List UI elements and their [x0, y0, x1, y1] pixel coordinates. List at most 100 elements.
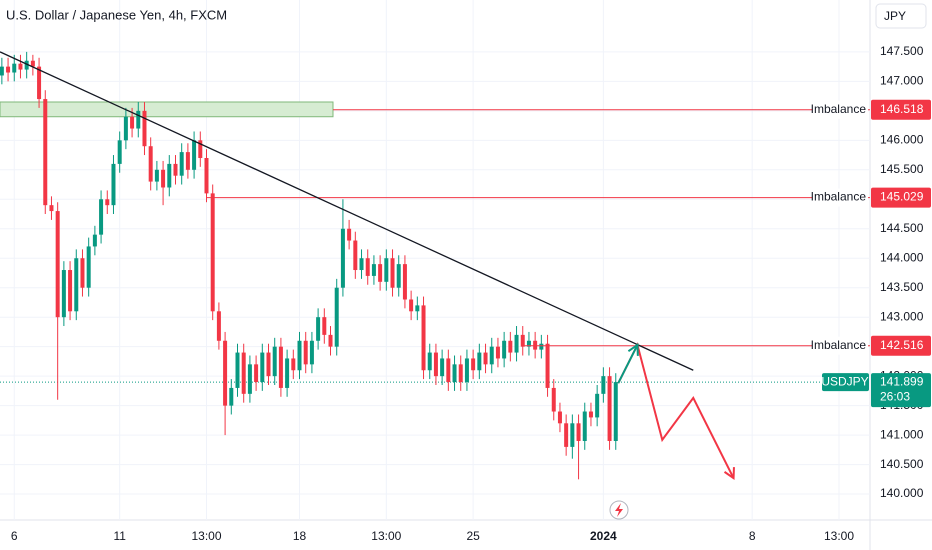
candle-body	[446, 358, 451, 383]
level-label: Imbalance	[811, 102, 867, 116]
candle-body	[489, 346, 494, 365]
level-label-bg	[812, 100, 868, 119]
candle-body	[68, 270, 73, 312]
level-label: Imbalance	[811, 190, 867, 204]
candle-body	[595, 393, 600, 418]
y-tick-label: 140.500	[880, 457, 924, 471]
candle-body	[216, 311, 221, 341]
candle-body	[49, 205, 54, 212]
candle-body	[105, 199, 110, 206]
level-price: 142.516	[880, 338, 924, 352]
candle-body	[409, 299, 414, 312]
candle-body	[185, 152, 190, 170]
x-tick-label: 18	[293, 529, 307, 543]
candle-body	[526, 340, 531, 347]
candle-body	[353, 240, 358, 271]
x-tick-label: 11	[113, 529, 126, 543]
candle-body	[421, 305, 426, 371]
y-tick-label: 145.500	[880, 162, 924, 176]
currency-label[interactable]: JPY	[884, 9, 906, 23]
candle-body	[24, 60, 29, 70]
candle-body	[278, 346, 283, 388]
candle-body	[316, 317, 321, 341]
candle-body	[396, 264, 401, 288]
candle-body	[235, 352, 240, 388]
candle-body	[440, 358, 445, 377]
level-label-bg	[812, 188, 868, 207]
candle-body	[378, 264, 383, 282]
y-tick-label: 143.000	[880, 309, 924, 323]
x-tick-label: 13:00	[371, 529, 401, 543]
candle-body	[483, 352, 488, 365]
candle-body	[260, 352, 265, 383]
trendline	[0, 51, 694, 371]
up-arrow	[617, 344, 639, 384]
countdown: 26:03	[880, 389, 910, 403]
candle-body	[347, 228, 352, 241]
candle-body	[0, 66, 4, 76]
candle-body	[43, 99, 48, 206]
candle-body	[588, 411, 593, 418]
candle-body	[365, 258, 370, 276]
candle-body	[136, 110, 141, 129]
candle-body	[37, 66, 42, 100]
candle-body	[111, 163, 116, 206]
candle-body	[340, 228, 345, 288]
y-tick-label: 143.500	[880, 280, 924, 294]
candle-body	[167, 163, 172, 188]
candle-body	[80, 258, 85, 288]
candle-body	[464, 358, 469, 383]
x-tick-label: 25	[466, 529, 480, 543]
candle-body	[30, 60, 35, 67]
candle-body	[297, 340, 302, 371]
candle-body	[61, 270, 66, 318]
arrow-head	[723, 467, 735, 481]
symbol-label: USDJPY	[821, 374, 868, 388]
candle-body	[477, 352, 482, 371]
candle-body	[545, 343, 550, 388]
candle-body	[86, 246, 91, 288]
currency-button[interactable]	[875, 3, 927, 29]
arrow-head	[627, 343, 639, 356]
candle-body	[117, 140, 122, 164]
candle-body	[613, 382, 618, 441]
candle-body	[539, 343, 544, 350]
candle-body	[12, 63, 17, 73]
candle-body	[402, 264, 407, 300]
level-price-box	[871, 187, 931, 208]
candle-body	[427, 352, 432, 371]
candle-body	[291, 358, 296, 371]
current-price: 141.899	[880, 374, 924, 388]
candle-body	[433, 352, 438, 377]
y-tick-label: 144.500	[880, 221, 924, 235]
candle-body	[198, 140, 203, 159]
candle-body	[384, 258, 389, 282]
level-label-bg	[812, 336, 868, 355]
level-price-box	[871, 335, 931, 356]
candle-body	[130, 116, 135, 129]
candle-body	[204, 158, 209, 194]
candle-body	[508, 340, 513, 353]
axes: 140.000140.500141.000141.500142.000142.5…	[11, 44, 931, 543]
candle-body	[328, 334, 333, 347]
candle-body	[18, 63, 23, 70]
candle-body	[570, 423, 575, 447]
candle-body	[576, 423, 581, 441]
candle-body	[154, 169, 159, 182]
candle-body	[371, 264, 376, 276]
candle-body	[334, 287, 339, 347]
y-tick-label: 141.000	[880, 427, 924, 441]
x-tick-label: 2024	[590, 529, 617, 543]
candle-body	[359, 258, 364, 271]
chart-title: U.S. Dollar / Japanese Yen, 4h, FXCM	[6, 7, 227, 22]
candle-body	[514, 334, 519, 353]
plot: Imbalance Imbalance Imbalance	[0, 51, 870, 481]
candle-body	[74, 258, 79, 312]
level-price: 145.029	[880, 190, 924, 204]
event-icon[interactable]	[609, 500, 629, 520]
grid	[0, 0, 870, 520]
candle-body	[564, 423, 569, 447]
y-tick-label: 146.000	[880, 132, 924, 146]
candle-body	[210, 193, 215, 312]
